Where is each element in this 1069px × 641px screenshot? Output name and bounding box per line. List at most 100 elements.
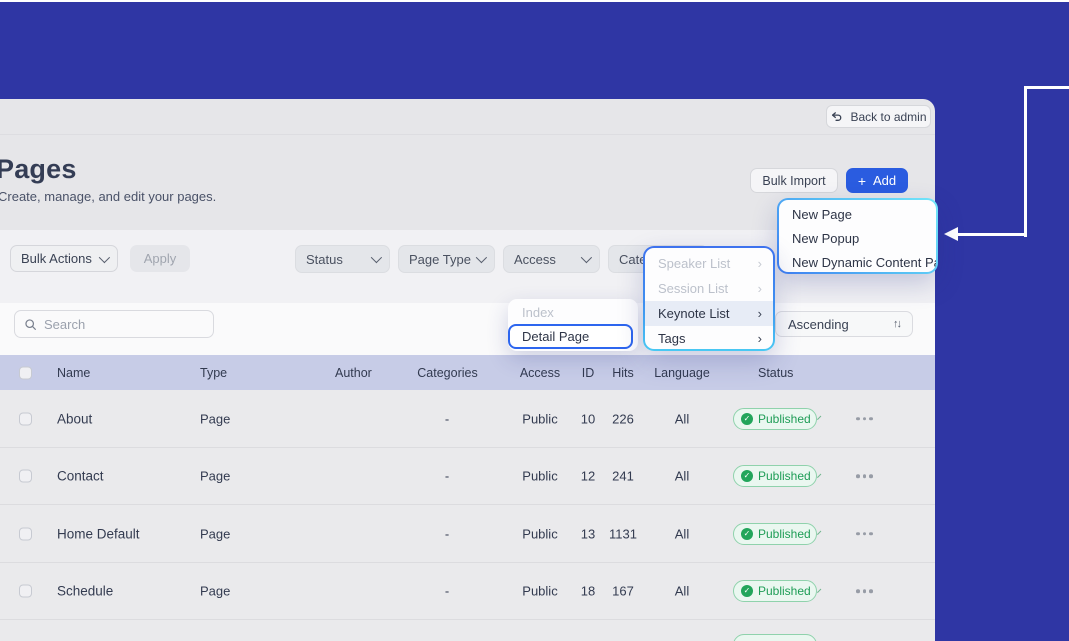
- status-badge[interactable]: ✓ Published: [733, 522, 822, 545]
- column-header-author: Author: [335, 365, 372, 380]
- sort-order-button[interactable]: Ascending ↑↓: [775, 311, 913, 337]
- row-checkbox[interactable]: [19, 527, 32, 540]
- bulk-actions-dropdown[interactable]: Bulk Actions: [10, 245, 118, 272]
- back-to-admin-button[interactable]: Back to admin: [826, 105, 931, 128]
- submenu-item-label: Tags: [658, 331, 686, 346]
- submenu-item-index: Index: [508, 299, 638, 325]
- plus-icon: +: [857, 172, 867, 189]
- dynamic-content-submenu: Speaker List › Session List › Keynote Li…: [643, 246, 775, 351]
- menu-item-label: New Popup: [792, 230, 860, 246]
- chevron-right-icon: ›: [757, 281, 762, 296]
- status-badge[interactable]: ✓ Published: [733, 465, 822, 487]
- check-circle-icon: ✓: [741, 412, 753, 425]
- cell-categories: -: [444, 411, 450, 426]
- cell-type: Page: [200, 411, 231, 426]
- cell-categories: -: [444, 583, 450, 599]
- filter-page-type-dropdown[interactable]: Page Type: [398, 245, 495, 273]
- row-actions-button[interactable]: [856, 474, 873, 478]
- cell-access: Public: [522, 411, 558, 426]
- submenu-item-label: Keynote List: [658, 306, 730, 321]
- chevron-down-icon: [816, 530, 822, 535]
- cell-categories: -: [444, 526, 450, 541]
- filter-status-dropdown[interactable]: Status: [295, 245, 390, 273]
- cell-type: Page: [200, 583, 231, 599]
- chevron-right-icon: ›: [757, 306, 762, 321]
- submenu-item-keynote-list[interactable]: Keynote List ›: [645, 301, 773, 326]
- table-row: About Page - Public 10 226 All ✓ Publish…: [0, 390, 935, 448]
- table-row: Home Default Page - Public 13 1131 All ✓…: [0, 505, 935, 563]
- submenu-item-session-list: Session List ›: [645, 276, 773, 301]
- submenu-item-label: Index: [522, 304, 554, 320]
- bulk-import-button[interactable]: Bulk Import: [750, 168, 838, 193]
- cell-id: 10: [580, 411, 596, 426]
- callout-line-top: [1024, 86, 1069, 89]
- row-checkbox[interactable]: [19, 584, 32, 598]
- back-bar: Back to admin: [0, 99, 935, 135]
- partial-status-badge: [733, 634, 817, 641]
- select-all-checkbox[interactable]: [19, 366, 32, 379]
- check-circle-icon: ✓: [741, 470, 753, 482]
- submenu-item-label: Session List: [658, 281, 729, 296]
- pages-admin-panel: Back to admin Pages Create, manage, and …: [0, 99, 935, 641]
- column-header-access: Access: [519, 365, 561, 380]
- page-subtitle: Create, manage, and edit your pages.: [0, 189, 217, 204]
- callout-line-bottom: [957, 233, 1027, 236]
- check-circle-icon: ✓: [741, 527, 753, 540]
- column-header-id: ID: [581, 365, 595, 380]
- cell-hits: 1131: [609, 526, 637, 541]
- row-checkbox[interactable]: [19, 469, 32, 483]
- chevron-down-icon: [816, 473, 822, 478]
- chevron-down-icon: [816, 588, 822, 593]
- filter-access-label: Access: [514, 251, 556, 267]
- status-label: Published: [758, 584, 811, 598]
- cell-name: About: [57, 411, 93, 426]
- cell-hits: 226: [612, 411, 634, 426]
- row-checkbox[interactable]: [19, 412, 32, 425]
- add-button[interactable]: + Add: [846, 168, 908, 193]
- cell-categories: -: [444, 468, 450, 484]
- status-label: Published: [758, 411, 811, 426]
- menu-item-new-page[interactable]: New Page: [779, 202, 936, 226]
- menu-item-new-popup[interactable]: New Popup: [779, 226, 936, 250]
- submenu-item-detail-page[interactable]: Detail Page: [508, 324, 633, 349]
- menu-item-label: New Dynamic Content Page: [792, 254, 936, 270]
- submenu-item-label: Detail Page: [522, 329, 590, 344]
- add-label: Add: [873, 173, 897, 188]
- cell-language: All: [674, 468, 690, 484]
- apply-button[interactable]: Apply: [130, 245, 190, 272]
- chevron-down-icon: [98, 251, 111, 263]
- status-label: Published: [758, 469, 811, 483]
- add-dropdown-menu: New Page New Popup New Dynamic Content P…: [777, 198, 938, 274]
- cell-id: 12: [580, 468, 596, 484]
- cell-access: Public: [522, 583, 558, 599]
- apply-label: Apply: [143, 251, 177, 266]
- search-icon: [25, 318, 36, 330]
- submenu-item-speaker-list: Speaker List ›: [645, 251, 773, 276]
- row-actions-button[interactable]: [856, 416, 873, 421]
- search-band: Ascending ↑↓: [0, 303, 935, 355]
- cell-language: All: [674, 411, 690, 426]
- menu-item-new-dynamic-content-page[interactable]: New Dynamic Content Page ›: [779, 250, 936, 272]
- search-input[interactable]: [44, 316, 204, 332]
- table-header-row: Name Type Author Categories Access ID Hi…: [0, 355, 935, 390]
- filter-access-dropdown[interactable]: Access: [503, 245, 600, 273]
- table-row: Schedule Page - Public 18 167 All ✓ Publ…: [0, 563, 935, 620]
- callout-line-vertical: [1024, 86, 1027, 237]
- page-title: Pages: [0, 154, 77, 184]
- cell-hits: 167: [612, 583, 634, 599]
- column-header-categories: Categories: [417, 365, 478, 380]
- submenu-item-tags[interactable]: Tags ›: [645, 326, 773, 349]
- row-actions-button[interactable]: [856, 531, 873, 536]
- submenu-item-label: Speaker List: [658, 256, 731, 271]
- column-header-hits: Hits: [612, 365, 634, 380]
- cell-id: 13: [580, 526, 596, 541]
- status-badge[interactable]: ✓ Published: [733, 580, 822, 602]
- status-badge[interactable]: ✓ Published: [733, 407, 822, 430]
- cell-access: Public: [522, 468, 558, 484]
- row-actions-button[interactable]: [856, 589, 873, 593]
- bulk-import-label: Bulk Import: [762, 173, 826, 188]
- cell-hits: 241: [612, 468, 634, 484]
- search-box[interactable]: [14, 310, 214, 338]
- chevron-down-icon: [816, 415, 822, 420]
